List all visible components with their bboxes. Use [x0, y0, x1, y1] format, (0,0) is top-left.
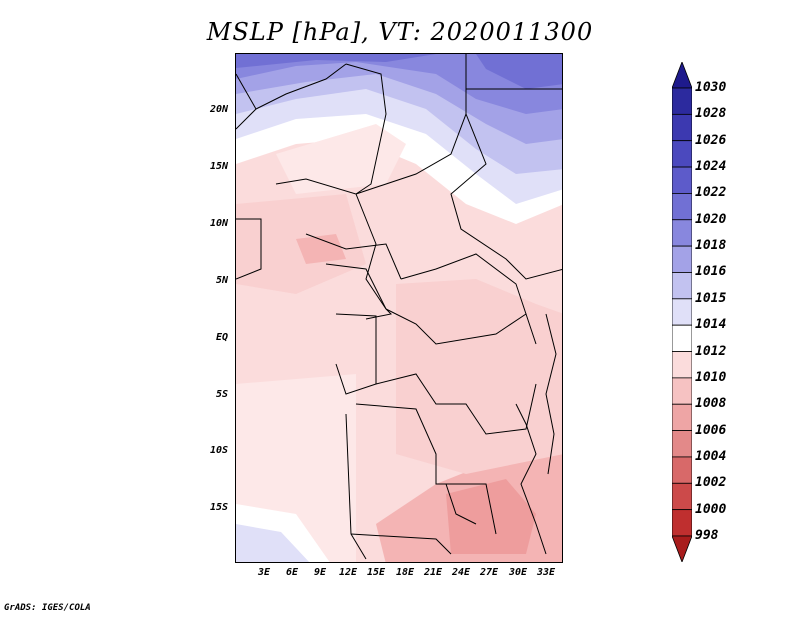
- colorbar-segment: [672, 535, 692, 562]
- colorbar-label: 1012: [695, 343, 727, 359]
- lat-label-10s: 10S: [209, 445, 228, 456]
- colorbar-segment: [672, 403, 692, 431]
- lat-label-eq: EQ: [215, 332, 228, 343]
- colorbar-segment: [672, 509, 692, 537]
- colorbar-segment: [672, 219, 692, 247]
- colorbar-label: 1006: [695, 422, 727, 438]
- lat-label-5n: 5N: [215, 275, 228, 286]
- colorbar-label: 1016: [695, 264, 727, 280]
- colorbar: [672, 62, 692, 562]
- colorbar-label: 1002: [695, 475, 727, 491]
- field-north-blue-4: [236, 54, 562, 114]
- lat-label-15s: 15S: [209, 502, 228, 513]
- colorbar-segment: [672, 298, 692, 326]
- colorbar-segment: [672, 87, 692, 115]
- lon-label-33e: 33E: [536, 567, 556, 578]
- colorbar-segment: [672, 272, 692, 300]
- country-borders: [236, 54, 562, 560]
- colorbar-label: 1022: [695, 185, 727, 201]
- field-se-deep: [446, 479, 536, 554]
- lon-label-12e: 12E: [338, 567, 358, 578]
- mslp-field: [236, 54, 562, 562]
- field-north-pink: [276, 124, 406, 194]
- lon-label-6e: 6E: [285, 567, 299, 578]
- colorbar-label: 1015: [695, 290, 727, 306]
- credit-text: GrADS: IGES/COLA: [4, 603, 91, 613]
- colorbar-segment: [672, 456, 692, 484]
- field-north-blue-6: [476, 54, 562, 89]
- colorbar-segment: [672, 140, 692, 168]
- lon-label-24e: 24E: [451, 567, 471, 578]
- field-north-blue-5: [236, 54, 436, 68]
- colorbar-segment: [672, 377, 692, 405]
- colorbar-segment: [672, 62, 692, 89]
- colorbar-segment: [672, 113, 692, 142]
- lon-label-21e: 21E: [423, 567, 443, 578]
- colorbar-label: 998: [695, 528, 719, 543]
- colorbar-label: 1020: [695, 211, 727, 227]
- lon-label-9e: 9E: [313, 567, 327, 578]
- lon-label-30e: 30E: [508, 567, 528, 578]
- lon-label-18e: 18E: [395, 567, 415, 578]
- colorbar-label: 1008: [695, 396, 727, 412]
- lon-label-15e: 15E: [366, 567, 386, 578]
- lat-label-5s: 5S: [215, 389, 228, 400]
- colorbar-segment: [672, 430, 692, 458]
- colorbar-label: 1010: [695, 369, 727, 385]
- lon-label-3e: 3E: [257, 567, 271, 578]
- lat-label-10n: 10N: [209, 218, 228, 229]
- colorbar-label: 1000: [695, 501, 727, 517]
- colorbar-segment: [672, 166, 692, 194]
- colorbar-segment: [672, 482, 692, 511]
- field-central-low: [396, 279, 562, 474]
- lat-label-20n: 20N: [209, 104, 228, 115]
- colorbar-label: 1028: [695, 106, 727, 122]
- colorbar-label: 1014: [695, 317, 727, 333]
- chart-title: MSLP [hPa], VT: 2020011300: [206, 18, 594, 46]
- colorbar-segment: [672, 351, 692, 379]
- field-west-deep: [296, 234, 346, 264]
- colorbar-segment: [672, 324, 692, 352]
- colorbar-label: 1024: [695, 159, 727, 175]
- lat-label-15n: 15N: [209, 161, 228, 172]
- field-sw-blue: [236, 524, 310, 562]
- colorbar-label: 1004: [695, 448, 727, 464]
- lon-label-27e: 27E: [479, 567, 499, 578]
- mslp-map: [235, 53, 563, 563]
- colorbar-label: 1030: [695, 80, 727, 95]
- colorbar-label: 1026: [695, 132, 727, 148]
- colorbar-segment: [672, 193, 692, 221]
- colorbar-segment: [672, 245, 692, 273]
- colorbar-label: 1018: [695, 238, 727, 254]
